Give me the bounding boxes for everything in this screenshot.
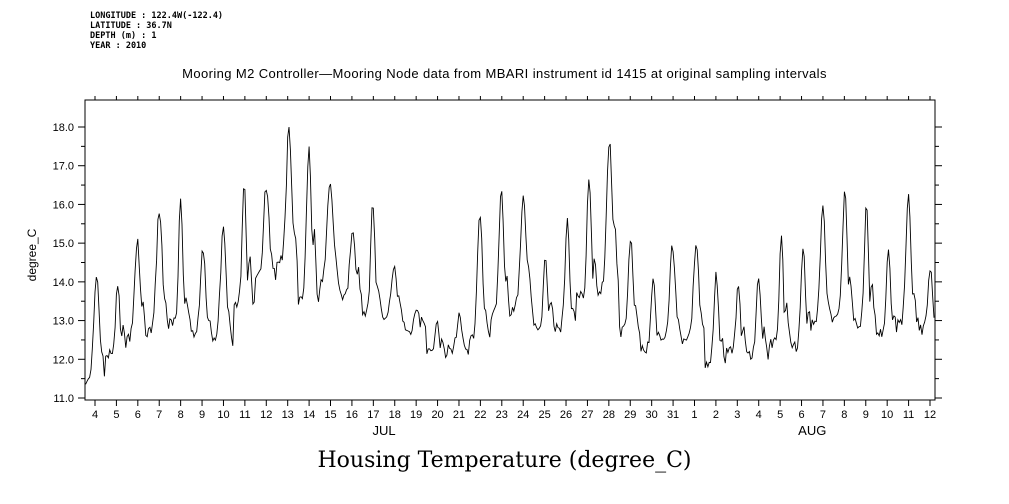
svg-text:5: 5 <box>113 409 119 421</box>
svg-text:7: 7 <box>820 409 826 421</box>
svg-text:2: 2 <box>713 409 719 421</box>
svg-text:9: 9 <box>199 409 205 421</box>
svg-text:30: 30 <box>646 409 658 421</box>
svg-text:13: 13 <box>282 409 294 421</box>
svg-text:9: 9 <box>863 409 869 421</box>
svg-text:11: 11 <box>239 409 250 421</box>
svg-text:11.0: 11.0 <box>53 393 74 405</box>
svg-text:11: 11 <box>903 409 914 421</box>
svg-text:31: 31 <box>667 409 679 421</box>
svg-text:1: 1 <box>691 409 697 421</box>
svg-text:15.0: 15.0 <box>53 238 74 250</box>
svg-text:16: 16 <box>346 409 358 421</box>
svg-text:15: 15 <box>324 409 336 421</box>
svg-text:5: 5 <box>777 409 783 421</box>
svg-text:JUL: JUL <box>372 423 395 438</box>
metadata-block: LONGITUDE : 122.4W(-122.4) LATITUDE : 36… <box>90 11 223 51</box>
plot-frame <box>84 99 936 401</box>
svg-text:18: 18 <box>389 409 401 421</box>
y-axis: 11.0 12.0 13.0 14.0 15.0 16.0 17.0 18.0 <box>53 122 942 405</box>
chart-caption: Housing Temperature (degree_C) <box>317 448 692 473</box>
svg-text:17: 17 <box>367 409 379 421</box>
svg-text:10: 10 <box>881 409 893 421</box>
svg-text:3: 3 <box>734 409 740 421</box>
svg-text:23: 23 <box>496 409 508 421</box>
svg-text:12.0: 12.0 <box>53 354 74 366</box>
svg-text:20: 20 <box>431 409 443 421</box>
svg-text:4: 4 <box>92 409 98 421</box>
svg-text:17.0: 17.0 <box>53 161 74 173</box>
svg-text:4: 4 <box>756 409 762 421</box>
svg-text:28: 28 <box>603 409 615 421</box>
svg-text:27: 27 <box>581 409 593 421</box>
svg-text:12: 12 <box>260 409 272 421</box>
y-axis-label: degree_C <box>25 228 39 282</box>
longitude-label: LONGITUDE : 122.4W(-122.4) <box>90 11 224 21</box>
plot-title: Mooring M2 Controller—Mooring Node data … <box>182 66 827 81</box>
svg-text:14: 14 <box>303 409 315 421</box>
temperature-series-line <box>85 126 935 385</box>
month-labels: JUL AUG <box>372 423 826 438</box>
svg-text:7: 7 <box>156 409 162 421</box>
latitude-label: LATITUDE : 36.7N <box>90 21 172 31</box>
svg-text:8: 8 <box>841 409 847 421</box>
svg-text:24: 24 <box>517 409 529 421</box>
svg-text:6: 6 <box>135 409 141 421</box>
data-series <box>85 126 935 385</box>
svg-text:13.0: 13.0 <box>53 316 74 328</box>
svg-text:22: 22 <box>474 409 486 421</box>
svg-text:8: 8 <box>178 409 184 421</box>
svg-text:25: 25 <box>538 409 550 421</box>
depth-label: DEPTH (m) : 1 <box>90 31 157 41</box>
svg-text:12: 12 <box>924 409 936 421</box>
x-axis: 4 5 6 7 8 9 10 11 12 13 14 15 16 17 18 19 20 21 22 23 24 25 26… <box>92 96 936 421</box>
svg-text:19: 19 <box>410 409 422 421</box>
year-label: YEAR : 2010 <box>90 41 147 51</box>
svg-text:29: 29 <box>624 409 636 421</box>
svg-text:16.0: 16.0 <box>53 199 74 211</box>
svg-text:10: 10 <box>217 409 229 421</box>
svg-text:18.0: 18.0 <box>53 122 74 134</box>
svg-text:6: 6 <box>798 409 804 421</box>
svg-text:21: 21 <box>453 409 465 421</box>
svg-text:14.0: 14.0 <box>53 277 74 289</box>
svg-text:AUG: AUG <box>798 423 826 438</box>
svg-text:26: 26 <box>560 409 572 421</box>
